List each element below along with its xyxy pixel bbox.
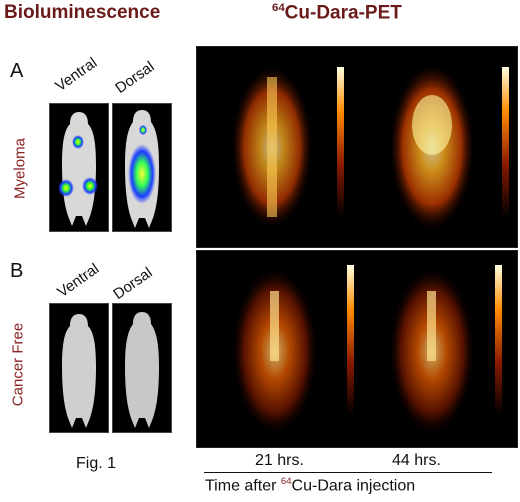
panel-letter-a: A — [10, 60, 24, 82]
panel-letter-b: B — [10, 260, 24, 282]
pet-panel-cancer-free — [196, 250, 518, 448]
x-axis-prefix: Time after — [205, 477, 281, 495]
ventral-label-b: Ventral — [54, 260, 103, 301]
biolum-dorsal-cancer-free-image — [112, 303, 172, 433]
biolum-dorsal-myeloma-image — [112, 103, 172, 232]
pet-heading: 64Cu-Dara-PET — [272, 2, 402, 24]
ventral-label-a: Ventral — [52, 54, 101, 95]
x-axis-suffix: Cu-Dara injection — [291, 477, 416, 495]
dorsal-label-b: Dorsal — [110, 264, 156, 303]
row-label-cancer-free: Cancer Free — [9, 322, 27, 407]
time-label-44: 44 hrs. — [392, 452, 441, 469]
bioluminescence-heading: Bioluminescence — [4, 2, 161, 23]
time-label-21: 21 hrs. — [255, 452, 304, 469]
pet-panel-myeloma — [196, 46, 518, 248]
figure-caption: Fig. 1 — [76, 455, 117, 472]
row-label-myeloma: Myeloma — [11, 138, 29, 199]
x-axis-isotope: 64 — [280, 476, 292, 487]
axis-line — [204, 472, 492, 473]
biolum-ventral-cancer-free-image — [49, 303, 109, 433]
dorsal-label-a: Dorsal — [112, 58, 158, 97]
x-axis-label: Time after 64Cu-Dara injection — [205, 476, 415, 495]
pet-heading-isotope: 64 — [272, 2, 285, 14]
biolum-ventral-myeloma-image — [49, 103, 109, 232]
pet-heading-text: Cu-Dara-PET — [284, 2, 402, 24]
